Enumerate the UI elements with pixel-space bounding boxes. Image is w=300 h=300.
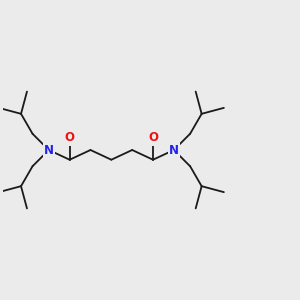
- Text: N: N: [169, 143, 179, 157]
- Text: O: O: [64, 131, 75, 144]
- Text: N: N: [44, 143, 54, 157]
- Text: O: O: [148, 131, 158, 144]
